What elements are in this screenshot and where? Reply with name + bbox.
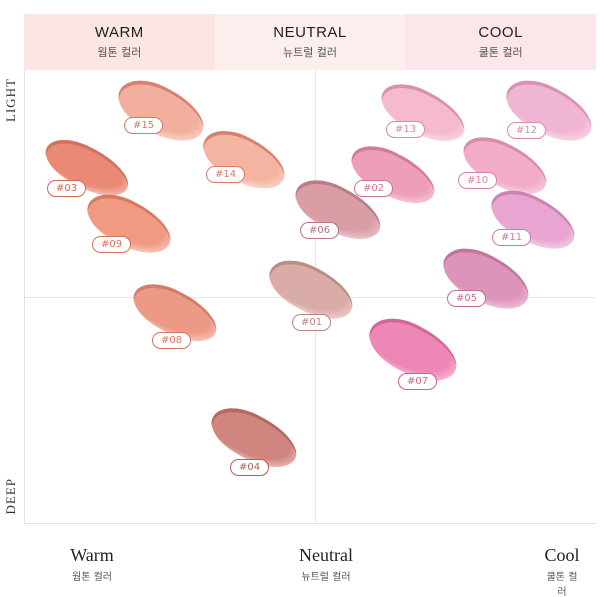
swatch-label: #02 bbox=[354, 180, 394, 197]
axis-label-deep: DEEP bbox=[3, 478, 18, 515]
swatch-label: #07 bbox=[398, 373, 438, 390]
swatch-label: #09 bbox=[92, 236, 132, 253]
footer-cool-subtitle: 쿨톤 컬러 bbox=[546, 572, 578, 597]
footer-neutral-subtitle: 뉴트럴 컬러 bbox=[301, 572, 351, 583]
header-neutral-title: NEUTRAL bbox=[273, 24, 347, 41]
swatch-label: #04 bbox=[230, 459, 270, 476]
footer-neutral-title: Neutral bbox=[299, 545, 353, 565]
tone-header: WARM 웜톤 컬러 NEUTRAL 뉴트럴 컬러 COOL 쿨톤 컬러 bbox=[24, 14, 597, 70]
footer-warm-subtitle: 웜톤 컬러 bbox=[72, 572, 112, 583]
header-warm: WARM 웜톤 컬러 bbox=[24, 14, 215, 70]
footer-cool-title: Cool bbox=[544, 545, 580, 565]
header-neutral: NEUTRAL 뉴트럴 컬러 bbox=[214, 14, 406, 70]
swatch-label: #11 bbox=[492, 229, 532, 246]
header-neutral-subtitle: 뉴트럴 컬러 bbox=[282, 46, 338, 59]
swatch-label: #10 bbox=[458, 172, 498, 189]
swatch-label: #12 bbox=[507, 122, 547, 139]
header-cool-title: COOL bbox=[478, 24, 523, 41]
footer-neutral: Neutral 뉴트럴 컬러 bbox=[299, 545, 353, 583]
header-warm-title: WARM bbox=[94, 24, 144, 41]
swatch-label: #08 bbox=[152, 332, 192, 349]
swatch-label: #06 bbox=[300, 222, 340, 239]
swatch-label: #14 bbox=[206, 166, 246, 183]
footer-warm: Warm 웜톤 컬러 bbox=[70, 545, 114, 583]
footer-warm-title: Warm bbox=[70, 545, 114, 565]
swatch-label: #01 bbox=[292, 314, 332, 331]
footer-cool: Cool 쿨톤 컬러 bbox=[543, 545, 581, 597]
swatch-label: #03 bbox=[47, 180, 87, 197]
swatch-label: #05 bbox=[447, 290, 487, 307]
swatch-label: #15 bbox=[124, 117, 164, 134]
swatch-label: #13 bbox=[386, 121, 426, 138]
header-warm-subtitle: 웜톤 컬러 bbox=[97, 46, 142, 59]
header-cool-subtitle: 쿨톤 컬러 bbox=[478, 46, 523, 59]
axis-label-light: LIGHT bbox=[3, 78, 18, 122]
header-cool: COOL 쿨톤 컬러 bbox=[405, 14, 597, 70]
